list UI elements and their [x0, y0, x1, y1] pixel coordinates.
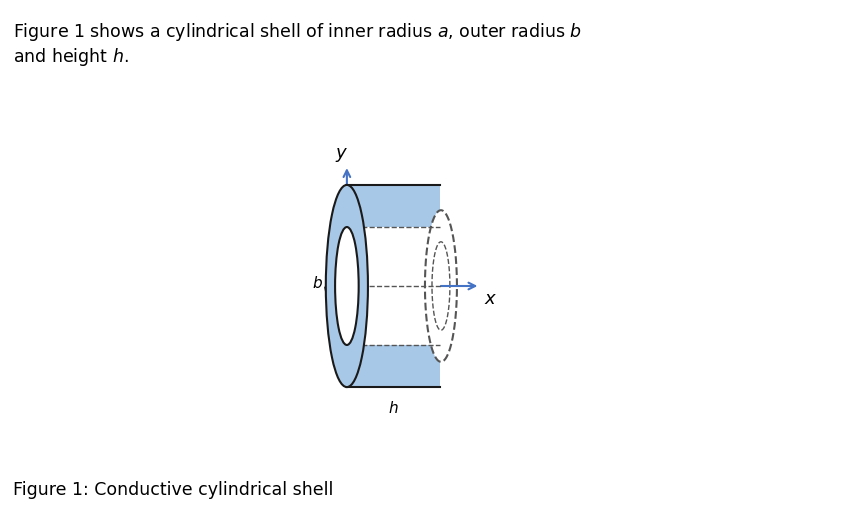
Text: $y$: $y$ [334, 146, 348, 164]
Text: $a$: $a$ [359, 284, 369, 300]
Text: $x$: $x$ [484, 290, 498, 308]
Ellipse shape [425, 210, 457, 362]
Polygon shape [347, 227, 439, 345]
Ellipse shape [326, 185, 368, 387]
Text: Figure 1: Conductive cylindrical shell: Figure 1: Conductive cylindrical shell [13, 481, 333, 499]
Text: $h$: $h$ [388, 400, 398, 415]
Polygon shape [347, 185, 439, 227]
Text: Figure 1 shows a cylindrical shell of inner radius $a$, outer radius $b$
and hei: Figure 1 shows a cylindrical shell of in… [13, 21, 582, 68]
Polygon shape [347, 345, 439, 387]
Ellipse shape [335, 227, 358, 345]
Text: $b$: $b$ [312, 275, 323, 291]
